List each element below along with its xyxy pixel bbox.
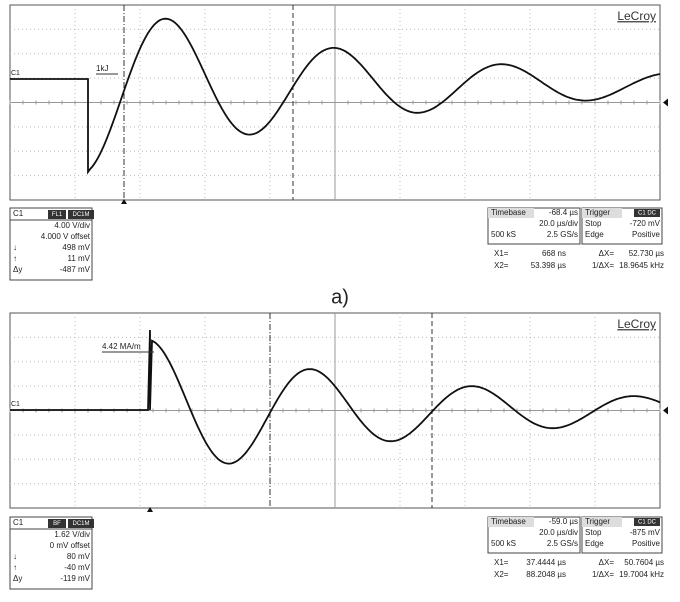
brand: LeCroy bbox=[617, 317, 656, 331]
row-value: 80 mV bbox=[67, 552, 91, 561]
brand: LeCroy bbox=[617, 9, 656, 23]
timebase-header bbox=[488, 208, 534, 218]
waveform bbox=[10, 17, 661, 175]
channel-title: C1 bbox=[13, 518, 24, 527]
trigger-right: Positive bbox=[632, 230, 661, 239]
trigger-header bbox=[582, 517, 622, 527]
cursor-readout: X2= bbox=[494, 261, 509, 270]
timebase-value: -59.0 µs bbox=[549, 517, 578, 526]
timebase-right: 2.5 GS/s bbox=[547, 539, 578, 548]
channel-title: C1 bbox=[13, 209, 24, 218]
cursor-readout: X2= bbox=[494, 570, 509, 579]
timebase-left: 500 kS bbox=[491, 539, 516, 548]
cursor-readout: 50.7604 µs bbox=[624, 558, 664, 567]
timebase-label: Timebase bbox=[491, 517, 526, 526]
cursor-readout: 19.7004 kHz bbox=[619, 570, 664, 579]
annotation: 4.42 MA/m bbox=[102, 342, 141, 351]
cursor-readout: 53.398 µs bbox=[531, 261, 566, 270]
cursor-readout: X1= bbox=[494, 249, 509, 258]
badge-text: C1 DC bbox=[638, 211, 657, 217]
timebase-label: Timebase bbox=[491, 208, 526, 217]
trigger-left: Edge bbox=[585, 230, 604, 239]
badge bbox=[48, 519, 66, 528]
badge-text: DC1M bbox=[72, 521, 89, 527]
cursor-readout: ΔX= bbox=[599, 558, 615, 567]
row-value: 4.000 V offset bbox=[41, 232, 91, 241]
cursor-readout: 37.4444 µs bbox=[526, 558, 566, 567]
trigger-right: Positive bbox=[632, 539, 661, 548]
row-symbol: ↓ bbox=[13, 243, 17, 252]
trigger-right: -720 mV bbox=[630, 219, 661, 228]
row-value: -40 mV bbox=[64, 563, 90, 572]
cursor-readout: ΔX= bbox=[599, 249, 615, 258]
row-value: 0 mV offset bbox=[50, 541, 91, 550]
trigger-marker bbox=[121, 199, 127, 204]
trigger-left: Stop bbox=[585, 219, 602, 228]
trigger-left: Edge bbox=[585, 539, 604, 548]
cursor-readout: 52.730 µs bbox=[629, 249, 664, 258]
badge-text: C1 DC bbox=[638, 520, 657, 526]
cursor-readout: X1= bbox=[494, 558, 509, 567]
waveform bbox=[10, 329, 661, 465]
badge bbox=[68, 210, 94, 219]
row-symbol: Δy bbox=[13, 574, 22, 583]
badge bbox=[48, 210, 66, 219]
timebase-header bbox=[488, 517, 534, 527]
badge bbox=[68, 519, 94, 528]
timebase-value: -68.4 µs bbox=[549, 208, 578, 217]
scope-panel: LeCroy C1 4.42 MA/m C1 BF DC1M 1.62 V/div 0 mV … bbox=[9, 312, 668, 590]
row-value: 1.62 V/div bbox=[54, 530, 90, 539]
row-value: 11 mV bbox=[67, 254, 90, 263]
channel-marker: C1 bbox=[11, 70, 20, 77]
row-value: -119 mV bbox=[60, 574, 90, 583]
trigger-left: Stop bbox=[585, 528, 602, 537]
badge-text: FL1 bbox=[52, 212, 63, 218]
row-symbol: ↑ bbox=[13, 563, 17, 572]
row-symbol: ↑ bbox=[13, 254, 17, 263]
level-marker bbox=[663, 406, 668, 415]
badge bbox=[634, 209, 660, 217]
cursor-readout: 668 ns bbox=[542, 249, 566, 258]
cursor-readout: 88.2048 µs bbox=[526, 570, 566, 579]
annotation: 1kJ bbox=[96, 64, 108, 73]
row-value: -487 mV bbox=[60, 265, 91, 274]
badge-text: DC1M bbox=[72, 212, 89, 218]
row-value: 4.00 V/div bbox=[54, 221, 90, 230]
caption: a) bbox=[331, 286, 349, 308]
row-value: 498 mV bbox=[62, 243, 90, 252]
badge bbox=[634, 518, 660, 526]
badge-text: BF bbox=[53, 521, 61, 527]
row-symbol: Δy bbox=[13, 265, 22, 274]
timebase-left: 500 kS bbox=[491, 230, 516, 239]
timebase-right: 20.0 µs/div bbox=[539, 219, 578, 228]
trigger-label: Trigger bbox=[585, 517, 610, 526]
channel-marker: C1 bbox=[11, 401, 20, 408]
timebase-right: 20.0 µs/div bbox=[539, 528, 578, 537]
trigger-label: Trigger bbox=[585, 208, 610, 217]
scope-panel: LeCroy C1 1kJ C1 FL1 DC1M 4.00 V/div 4.000 V of… bbox=[9, 4, 668, 281]
trigger-right: -875 mV bbox=[630, 528, 661, 537]
timebase-right: 2.5 GS/s bbox=[547, 230, 578, 239]
cursor-readout: 1/ΔX= bbox=[592, 570, 614, 579]
level-marker bbox=[663, 98, 668, 107]
cursor-readout: 1/ΔX= bbox=[592, 261, 614, 270]
row-symbol: ↓ bbox=[13, 552, 17, 561]
trigger-header bbox=[582, 208, 622, 218]
cursor-readout: 18.9645 kHz bbox=[619, 261, 664, 270]
trigger-marker bbox=[147, 507, 153, 512]
